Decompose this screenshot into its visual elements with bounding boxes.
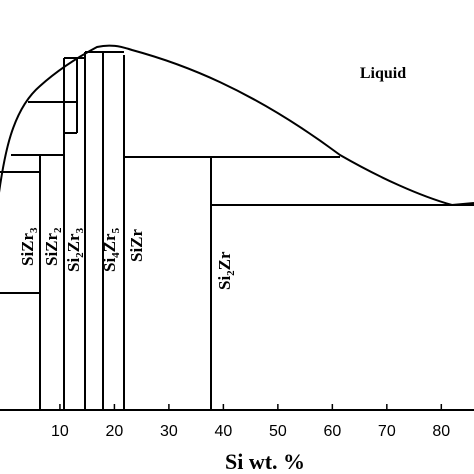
x-axis-tick-labels: 10 20 30 40 50 60 70 80	[51, 423, 450, 440]
x-tick-label-50: 50	[269, 423, 287, 440]
x-tick-label-40: 40	[214, 423, 232, 440]
x-axis-ticks	[59, 404, 443, 410]
phase-boundaries	[0, 44, 474, 410]
phase-label-si4zr5: Si4Zr5	[100, 227, 122, 272]
x-tick-label-70: 70	[378, 423, 396, 440]
region-label-liquid: Liquid	[360, 65, 406, 82]
phase-label-sizr3: SiZr3	[18, 227, 40, 266]
x-tick-label-30: 30	[160, 423, 178, 440]
phase-label-sizr2: SiZr2	[42, 227, 64, 266]
phase-label-sizr: SiZr	[127, 228, 146, 262]
x-axis-title: Si wt. %	[225, 449, 305, 474]
x-tick-label-10: 10	[51, 423, 69, 440]
phase-label-si2zr: Si2Zr	[215, 251, 237, 290]
x-tick-label-80: 80	[432, 423, 450, 440]
liquidus-curve	[0, 44, 474, 207]
phase-label-si2zr3: Si2Zr3	[64, 227, 86, 272]
x-tick-label-20: 20	[106, 423, 124, 440]
x-tick-label-60: 60	[323, 423, 341, 440]
